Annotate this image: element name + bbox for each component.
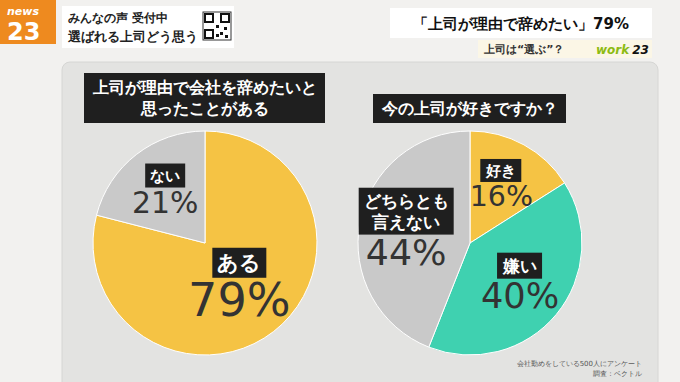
logo-text: news — [7, 5, 39, 18]
headline-box — [390, 8, 652, 38]
title-group: 上司が理由で会社を辞めたいと思ったことがある — [84, 73, 325, 123]
category-label: ない — [150, 167, 180, 185]
qr-dot — [220, 32, 223, 35]
data-label: ない21% — [132, 164, 198, 220]
value-label: 16% — [470, 180, 533, 213]
source-note: 調査：ベクトル — [593, 370, 642, 378]
title-group: 今の上司が好きですか？ — [373, 94, 566, 123]
data-label: ある79% — [188, 248, 291, 327]
chart-title: 今の上司が好きですか？ — [381, 99, 558, 118]
qr-frame — [203, 12, 231, 40]
page: news23みんなの声 受付中選ばれる上司どう思う「上司が理由で辞めたい」79%… — [0, 0, 680, 382]
qr-finder — [221, 14, 229, 22]
headline: 「上司が理由で辞めたい」79% — [413, 15, 629, 33]
category-label: 好き — [485, 162, 516, 179]
value-label: 44% — [366, 231, 447, 274]
qr-dot — [216, 34, 219, 37]
info-line: みんなの声 受付中 — [68, 11, 168, 25]
qr-dot — [224, 27, 227, 30]
category-label: ある — [217, 251, 261, 275]
qr-dot — [225, 35, 228, 38]
slice — [93, 131, 317, 355]
slice — [358, 131, 470, 347]
category-label: どちらとも言えない — [364, 191, 449, 232]
board — [62, 62, 658, 382]
subhead-box — [478, 40, 652, 58]
category-box — [359, 188, 454, 235]
corner-logo-text: work — [596, 43, 630, 57]
pie-chart: ある79% ない21% — [93, 131, 317, 355]
qr-finder — [205, 14, 213, 22]
category-box — [480, 159, 521, 182]
info-box — [62, 6, 234, 48]
pie-chart: 好き16% 嫌い40% どちらとも言えない44% — [358, 131, 582, 355]
corner-logo: work23 — [596, 43, 649, 57]
info-line: 選ばれる上司どう思う — [67, 29, 198, 44]
chart-title: 上司が理由で会社を辞めたいと思ったことがある — [92, 78, 317, 118]
value-label: 21% — [132, 185, 198, 220]
category-label: 嫌い — [502, 256, 537, 276]
corner-logo-number: 23 — [632, 43, 649, 57]
data-label: 好き16% — [470, 159, 533, 213]
slice — [97, 131, 205, 243]
slices — [93, 131, 317, 355]
logo-number: 23 — [7, 18, 40, 46]
qr-finder — [205, 30, 213, 38]
qr-dot — [216, 25, 219, 28]
title-box — [373, 94, 566, 123]
subhead: 上司は“選ぶ”？ — [483, 43, 564, 56]
qr-code — [203, 12, 231, 40]
data-label: どちらとも言えない44% — [359, 188, 454, 274]
slices — [358, 131, 582, 355]
data-label: 嫌い40% — [481, 253, 559, 316]
value-label: 79% — [188, 273, 291, 327]
value-label: 40% — [481, 275, 559, 316]
title-box — [84, 73, 325, 123]
source-note: 会社勤めをしている500人にアンケート — [517, 360, 642, 368]
